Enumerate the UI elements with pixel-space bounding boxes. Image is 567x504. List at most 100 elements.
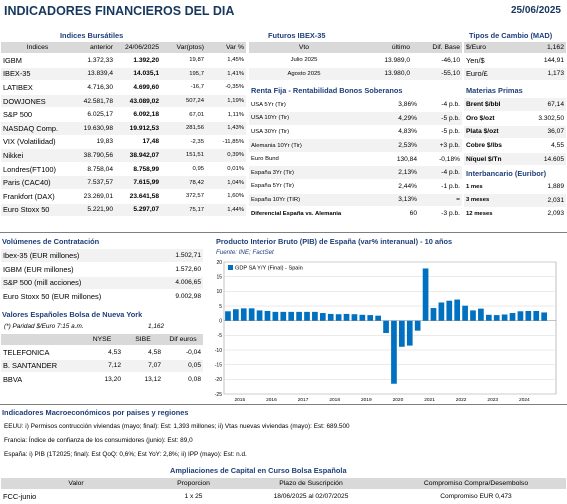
gdp-bar <box>517 311 524 321</box>
y-tick-label: -25 <box>215 392 222 398</box>
gdp-bar <box>327 313 334 321</box>
report-date: 25/06/2025 <box>510 5 561 16</box>
y-tick-label: -5 <box>218 333 223 339</box>
table-row: 3 meses 2,031 <box>464 193 566 208</box>
y-tick-label: 5 <box>219 304 222 310</box>
gdp-bar <box>359 314 366 321</box>
section-tipos-cambio: Tipos de Cambio (MAD) <box>469 31 553 40</box>
gdp-bar <box>319 313 326 321</box>
table-row: España 5Yr (Tir) 2,44% -1 p.b. <box>249 179 462 194</box>
gdp-bar <box>335 314 342 321</box>
table-row: 12 meses 2,093 <box>464 207 566 222</box>
gdp-bar <box>414 320 421 331</box>
section-indices: Indices Bursátiles <box>60 31 124 40</box>
paridad-label: (*) Paridad $/Euro 7:15 a.m. <box>4 323 84 330</box>
gdp-bar <box>454 299 461 321</box>
table-row: Ibex-35 (EUR millones) 1.502,71 <box>1 249 203 264</box>
table-row: Euro Bund 130,84 -0,18% <box>249 152 462 167</box>
section-ampliaciones: Ampliaciones de Capital en Curso Bolsa E… <box>170 466 347 475</box>
gdp-bar <box>367 315 374 321</box>
legend-swatch <box>228 265 233 270</box>
gdp-bar <box>225 311 231 321</box>
gdp-bar <box>478 308 484 321</box>
table-row: FCC-junio 1 x 25 18/06/2025 al 02/07/202… <box>1 489 566 504</box>
table-row: Yen/$ 144,91 <box>464 53 566 68</box>
y-tick-label: 20 <box>216 260 222 266</box>
table-row: 1 mes 1,889 <box>464 180 566 195</box>
table-row: USA 30Yr (Tir) 4,83% -5 p.b. <box>249 125 462 140</box>
table-row: DOWJONES 42.581,78 43.089,02 507,24 1,19% <box>1 94 246 109</box>
euribor-table: 1 mes 1,889 3 meses 2,031 12 meses 2,093 <box>464 180 566 222</box>
table-row: IGBM (EUR millones) 1.572,60 <box>1 262 203 277</box>
futuros-header-row: Vto último Dif. Base <box>249 42 462 54</box>
table-row: Brent $/bbl 67,14 <box>464 98 566 113</box>
table-row: Julio 2025 13.989,0 -46,10 <box>249 53 462 68</box>
paridad-value: 1,162 <box>148 323 164 330</box>
x-tick-label: 2021 <box>424 397 435 403</box>
y-tick-label: -20 <box>215 377 222 383</box>
table-row: Euro Stoxx 50 (EUR millones) 9.002,98 <box>1 289 203 304</box>
legend-label: GDP SA Y/Y (Final) - Spain <box>235 266 303 272</box>
macro-line-francia: Francia: Índice de confianza de los cons… <box>4 437 193 444</box>
table-row: Euro/£ 1,173 <box>464 67 566 82</box>
section-pib: Producto Interior Bruto (PIB) de España … <box>216 237 453 246</box>
divider <box>0 232 567 233</box>
table-row: USA 5Yr (Tir) 3,86% -4 p.b. <box>249 98 462 113</box>
gdp-bar <box>399 320 405 347</box>
y-tick-label: 0 <box>219 318 222 324</box>
gdp-bar <box>343 313 350 321</box>
chart-legend: GDP SA Y/Y (Final) - Spain <box>228 265 303 272</box>
y-tick-label: -15 <box>215 362 222 368</box>
x-tick-label: 2023 <box>487 397 498 403</box>
gdp-bar <box>462 305 468 321</box>
table-row: VIX (Volatilidad) 19,83 17,48 -2,35 -11,85% <box>1 135 246 150</box>
table-row: TELEFONICA 4,53 4,58 -0,04 <box>1 345 203 360</box>
gdp-bar <box>485 314 492 321</box>
gdp-bar <box>351 314 358 321</box>
gdp-bar <box>256 310 263 321</box>
gdp-bar <box>375 315 381 321</box>
gdp-bar <box>501 314 508 321</box>
gdp-bar <box>296 311 302 321</box>
section-volumenes: Volúmenes de Contratación <box>2 237 100 246</box>
table-row: NASDAQ Comp. 19.630,98 19.912,53 281,56 1,43… <box>1 121 246 136</box>
x-axis-ticks: 2015 2016 2017 2018 2019 2020 2021 2022 2023 2024 <box>234 397 530 403</box>
table-row: Plata $/ozt 36,07 <box>464 125 566 140</box>
table-row: España 3Yr (Tir) 2,13% -4 p.b. <box>249 165 462 181</box>
section-renta-fija: Renta Fija - Rentabilidad Bonos Soberano… <box>251 86 403 95</box>
y-tick-label: -10 <box>215 348 222 354</box>
x-tick-label: 2016 <box>266 397 277 403</box>
x-tick-label: 2017 <box>298 397 309 403</box>
plot-area <box>223 261 557 395</box>
macro-line-eeuu: EEUU: i) Permisos contrucción viviendas … <box>4 423 350 430</box>
gdp-bar <box>430 308 437 321</box>
table-row: Oro $/ozt 3.302,50 <box>464 111 566 126</box>
gdp-bar <box>272 311 279 321</box>
table-row: Londres(FT100) 8.758,04 8.758,99 0,95 0,01% <box>1 162 246 177</box>
table-row: Agosto 2025 13.980,0 -55,10 <box>249 67 462 82</box>
gdp-bar <box>233 309 239 321</box>
table-row: USA 10Yr (Tir) 4,29% -5 p.b. <box>249 111 462 126</box>
table-row: S&P 500 (mill acciones) 4.006,65 <box>1 276 203 291</box>
gdp-bar <box>422 268 429 321</box>
gdp-bar <box>304 311 310 321</box>
y-tick-label: 15 <box>216 274 222 280</box>
gdp-bar <box>288 311 295 321</box>
table-row: Diferencial España vs. Alemania 60 -3 p.b. <box>249 206 462 221</box>
indices-header-row: Indices anterior 24/06/2025 Var(ptos) Va… <box>1 42 246 54</box>
gdp-bar <box>493 315 500 321</box>
gdp-bar <box>383 320 389 333</box>
gdp-bar <box>509 313 516 321</box>
gdp-bar <box>406 320 413 346</box>
gdp-chart: 20 15 10 5 0 -5 -10 -15 -20 -25 2015 2016 2017 2018 2… <box>206 248 564 404</box>
y-tick-label: 10 <box>216 289 222 295</box>
x-tick-label: 2024 <box>519 397 530 403</box>
section-macro: Indicadores Macroeconómicos por paises y… <box>2 408 189 417</box>
x-tick-label: 2020 <box>393 397 404 403</box>
gdp-bar <box>312 311 318 321</box>
page-title: INDICADORES FINANCIEROS DEL DIA <box>4 4 235 18</box>
indices-table: Indices anterior 24/06/2025 Var(ptos) Va… <box>1 42 246 218</box>
table-row: $/Euro 1,162 <box>464 42 566 54</box>
gdp-bar <box>280 311 287 321</box>
